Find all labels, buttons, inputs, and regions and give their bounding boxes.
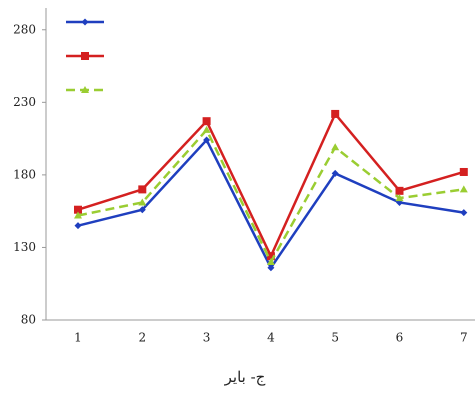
data-point bbox=[75, 222, 82, 229]
x-tick-label: 7 bbox=[460, 331, 468, 345]
series-line bbox=[78, 114, 464, 256]
y-tick-label: 80 bbox=[21, 313, 36, 327]
x-tick-label: 4 bbox=[267, 331, 275, 345]
data-point bbox=[396, 187, 404, 195]
x-tick-label: 2 bbox=[138, 331, 146, 345]
data-point bbox=[460, 209, 467, 216]
legend-marker bbox=[81, 52, 89, 60]
x-tick-label: 5 bbox=[331, 331, 339, 345]
x-tick-label: 1 bbox=[74, 331, 82, 345]
page: {"chart_data": {"type": "line", "categor… bbox=[0, 0, 475, 394]
data-point bbox=[203, 117, 211, 125]
y-tick-label: 280 bbox=[13, 22, 36, 36]
y-tick-label: 230 bbox=[13, 95, 36, 109]
legend-marker bbox=[82, 19, 89, 26]
y-tick-label: 180 bbox=[13, 167, 36, 181]
x-tick-label: 3 bbox=[203, 331, 211, 345]
data-point bbox=[138, 185, 146, 193]
data-point bbox=[331, 143, 339, 150]
chart: ج- بایر 80 130 180 230 280 1 2 3 4 5 6 7 bbox=[0, 0, 475, 394]
x-tick-label: 6 bbox=[396, 331, 404, 345]
data-point bbox=[331, 110, 339, 118]
data-point bbox=[460, 185, 468, 192]
y-tick-label: 130 bbox=[13, 240, 36, 254]
data-point bbox=[460, 168, 468, 176]
x-axis-label: ج- بایر bbox=[224, 368, 266, 386]
series-line bbox=[78, 130, 464, 262]
